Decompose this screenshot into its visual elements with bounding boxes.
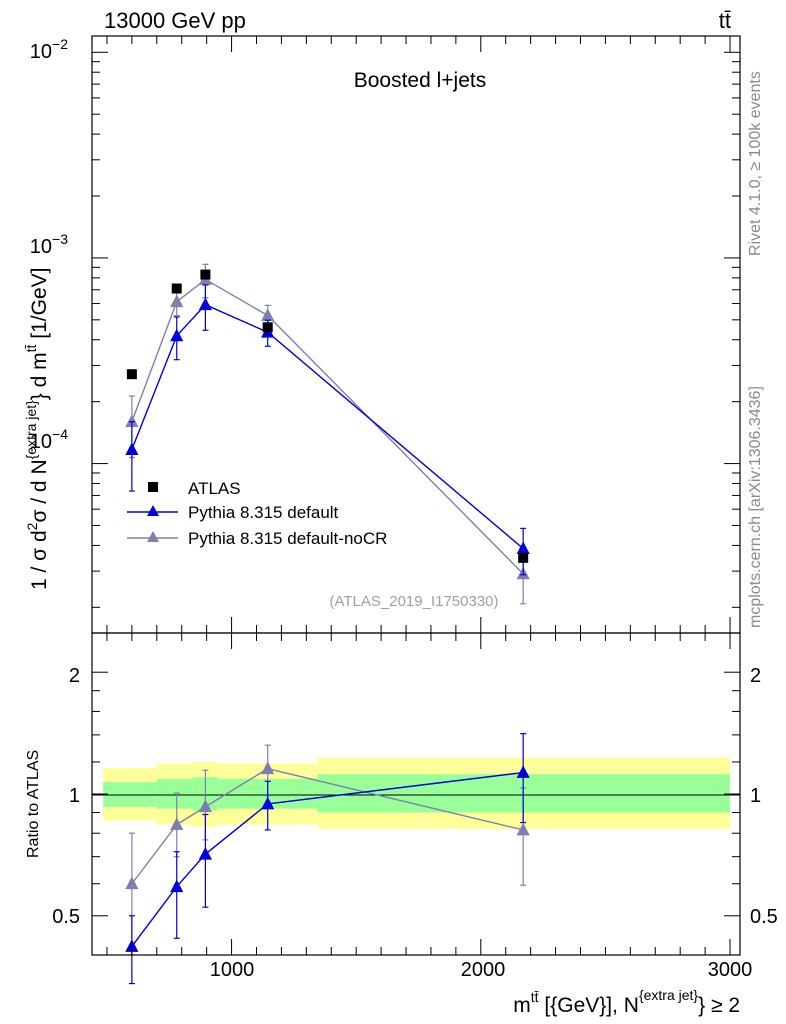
legend-default-label: Pythia 8.315 default	[188, 503, 339, 522]
main-ticks	[92, 36, 740, 633]
rivet-version-label: Rivet 4.1.0, ≥ 100k events	[747, 71, 764, 256]
x-tick-labels: 1000 2000 3000	[210, 959, 753, 981]
ratio-y-tick-0.5-right: 0.5	[750, 906, 778, 928]
main-default-point	[516, 541, 530, 554]
ratio-default-point	[198, 846, 212, 860]
legend-atlas-marker	[148, 482, 158, 492]
main-y-tick-labels: 10−4 10−3 10−2	[30, 36, 68, 453]
ratio-band-green-1	[156, 778, 193, 809]
legend: ATLAS Pythia 8.315 default Pythia 8.315 …	[127, 479, 387, 548]
ratio-noCR-point	[170, 817, 184, 831]
legend-entry-atlas: ATLAS	[148, 479, 241, 498]
main-default-point	[125, 442, 139, 455]
legend-default-marker	[147, 505, 159, 516]
ratio-noCR-point	[198, 799, 212, 813]
atlas-data-point	[262, 322, 273, 333]
y-tick-label-1e-4: 10−4	[30, 426, 68, 453]
x-tick-label-1000: 1000	[210, 959, 255, 981]
ratio-default-point	[261, 796, 275, 810]
y-tick-label-1e-2: 10−2	[30, 36, 68, 63]
ratio-band-green-0	[103, 782, 157, 807]
main-default-point	[198, 297, 212, 311]
ratio-y-tick-1-right: 1	[750, 785, 761, 807]
ratio-y-tick-labels-left: 0.5 1 2	[52, 665, 80, 928]
legend-nocr-label: Pythia 8.315 default-noCR	[188, 529, 387, 548]
ratio-default-point	[125, 939, 139, 952]
channel-label: tt̄	[719, 8, 731, 33]
ratio-noCR-point	[261, 761, 275, 775]
mcplots-credit-label: mcplots.cern.ch [arXiv:1306.3436]	[747, 386, 764, 628]
ratio-bands	[103, 757, 731, 829]
process-label: 13000 GeV pp	[104, 8, 246, 33]
ratio-band-green-4	[317, 774, 731, 813]
main-plot-title: Boosted l+jets	[354, 69, 487, 92]
ratio-marks	[125, 733, 530, 985]
x-tick-label-3000: 3000	[708, 959, 753, 981]
legend-entry-default: Pythia 8.315 default	[127, 503, 339, 522]
legend-atlas-label: ATLAS	[188, 479, 241, 498]
ratio-y-tick-1-left: 1	[69, 785, 80, 807]
legend-entry-nocr: Pythia 8.315 default-noCR	[127, 529, 387, 548]
analysis-id-label: (ATLAS_2019_I1750330)	[329, 593, 498, 610]
ratio-y-tick-2-left: 2	[69, 665, 80, 687]
main-default-point	[170, 328, 184, 342]
x-tick-label-2000: 2000	[461, 959, 506, 981]
atlas-data-point	[518, 552, 529, 563]
main-panel: Boosted l+jets (ATLAS_2019_I1750330) 10−…	[23, 35, 741, 634]
ratio-default-point	[170, 879, 184, 893]
y-tick-label-1e-3: 10−3	[30, 231, 68, 258]
atlas-data-point	[126, 369, 137, 380]
atlas-data-point	[171, 283, 182, 294]
ratio-noCR-point	[125, 876, 139, 890]
ratio-panel: 0.5 1 2 0.5 1 2 Ratio to ATLAS 1000 2000…	[25, 632, 778, 1017]
main-y-axis-label: 1 / σ d2σ / d N{extra jet}} d mtt̄ [1/Ge…	[23, 268, 51, 590]
main-noCR-point	[170, 294, 184, 308]
atlas-data-point	[200, 269, 211, 280]
ratio-ticks	[92, 633, 740, 955]
ratio-y-tick-0.5-left: 0.5	[52, 906, 80, 928]
ratio-default-point	[516, 765, 530, 778]
main-marks	[125, 263, 530, 605]
main-noCR-point	[125, 414, 139, 427]
ratio-y-tick-labels-right: 0.5 1 2	[750, 665, 778, 928]
main-noCR-point	[261, 308, 275, 321]
legend-nocr-marker	[147, 531, 159, 542]
ratio-y-axis-label: Ratio to ATLAS	[25, 750, 42, 858]
ratio-y-tick-2-right: 2	[750, 665, 761, 687]
ratio-noCR-point	[516, 822, 530, 836]
x-axis-label: mtt̄ [{GeV}], N{extra jet}} ≥ 2	[513, 987, 740, 1017]
